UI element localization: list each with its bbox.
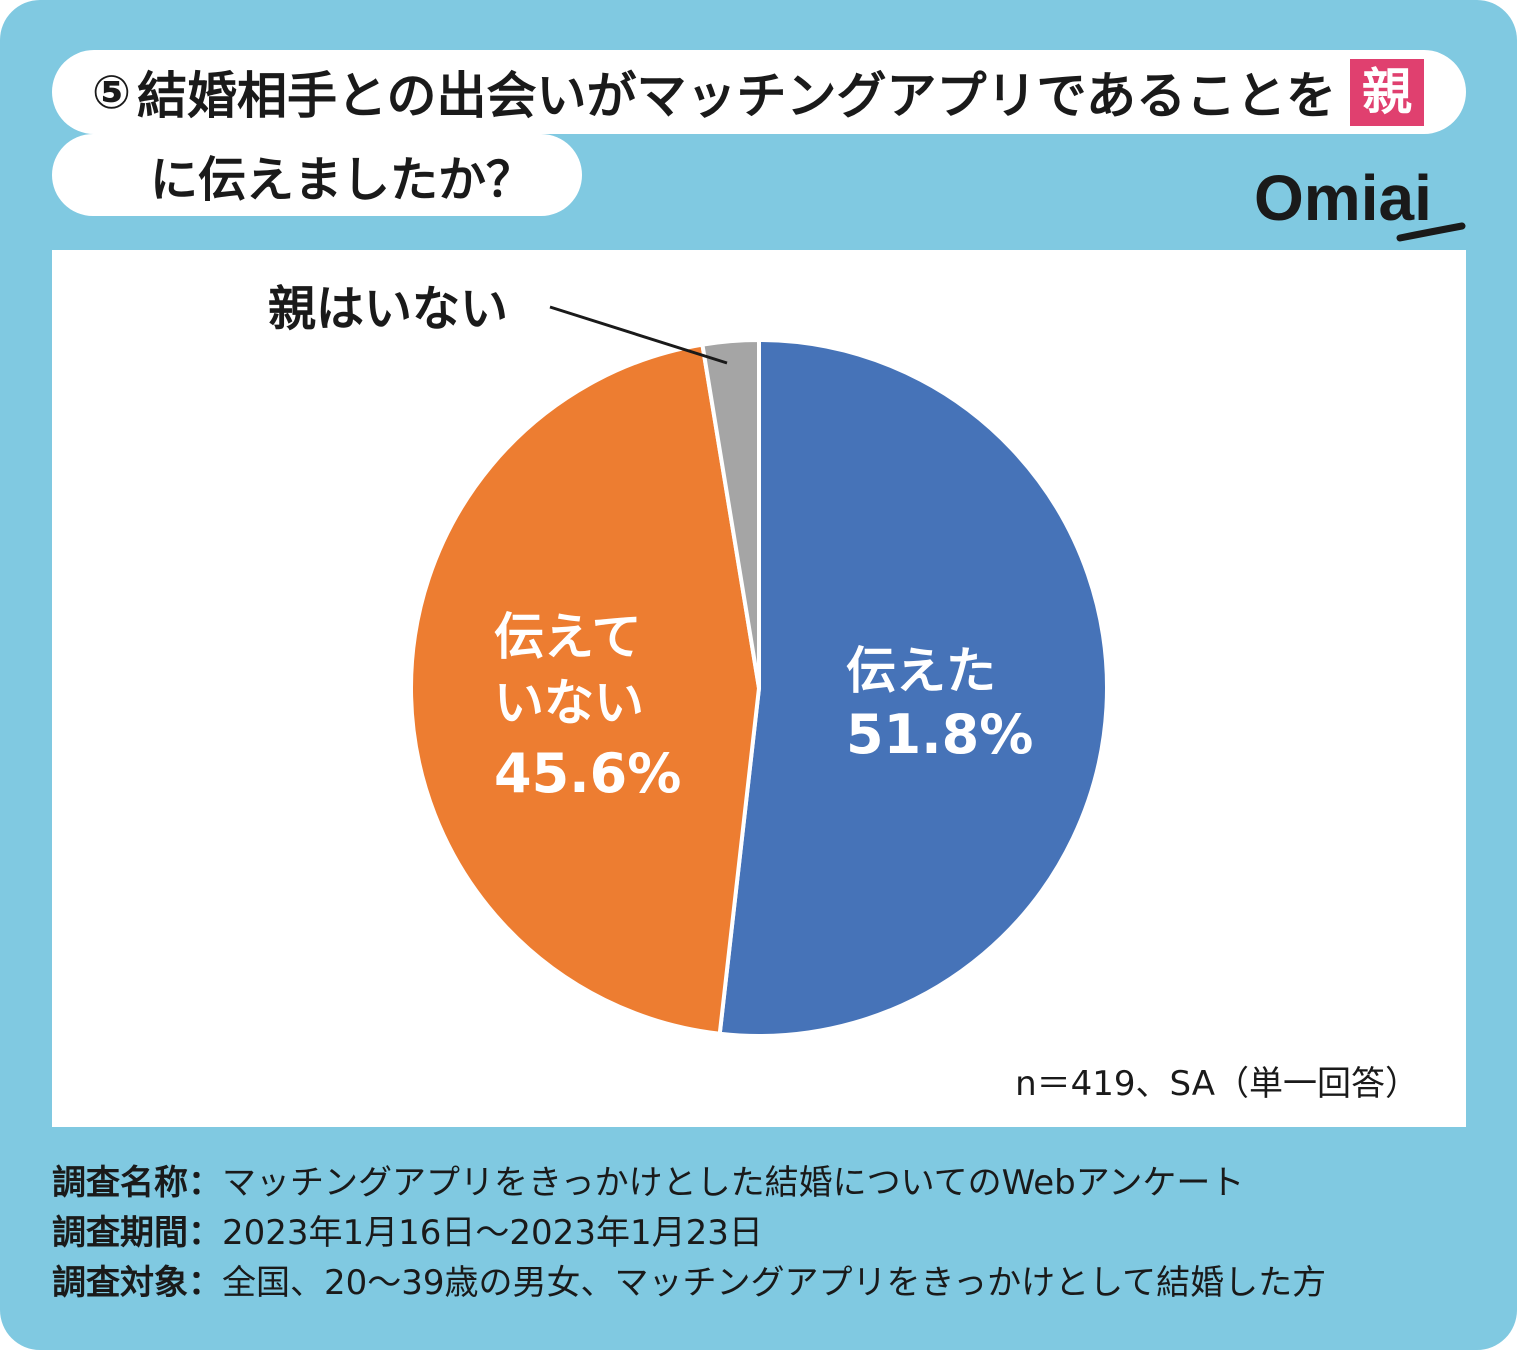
slice-label-no-parents: 親はいない xyxy=(268,281,508,337)
survey-name-label: 調査名称： xyxy=(52,1163,222,1203)
slice-label-not-told-line2: いない xyxy=(494,674,644,732)
survey-period-value: 2023年1月16日～2023年1月23日 xyxy=(222,1213,763,1253)
slice-value-told: 51.8% xyxy=(846,703,1033,766)
pie-slice-no-parents xyxy=(700,338,761,690)
sample-note: n＝419、SA（単一回答） xyxy=(1015,1064,1419,1104)
title-line-2: に伝えましたか？ xyxy=(52,134,582,216)
survey-name-row: 調査名称：マッチングアプリをきっかけとした結婚についてのWebアンケート xyxy=(52,1158,1472,1208)
pie-slice-told xyxy=(717,338,1109,1038)
pie-slices xyxy=(409,338,1109,1038)
slice-label-told: 伝えた xyxy=(846,642,996,700)
logo-text: Omiai xyxy=(1254,162,1432,234)
chart-panel: 親はいない 伝えた 51.8% 伝えて いない 45.6% n＝419、SA（単… xyxy=(52,250,1466,1127)
title-text-1: 結婚相手との出会いがマッチングアプリであることを xyxy=(136,67,1336,125)
omiai-logo: Omiai xyxy=(1254,162,1466,242)
survey-target-row: 調査対象：全国、20～39歳の男女、マッチングアプリをきっかけとして結婚した方 xyxy=(52,1258,1472,1308)
title-text-2: に伝えましたか？ xyxy=(150,152,535,208)
title-highlight: 親 xyxy=(1349,58,1424,126)
logo-underline xyxy=(1396,222,1466,242)
question-number: ⑤ xyxy=(92,65,131,119)
survey-period-label: 調査期間： xyxy=(52,1213,222,1253)
slice-value-not-told: 45.6% xyxy=(494,742,681,805)
leader-line-no-parents xyxy=(549,305,728,365)
slice-label-not-told-line1: 伝えて xyxy=(494,608,642,666)
pie-slice-not-told xyxy=(409,342,761,1036)
title-line-1: ⑤ 結婚相手との出会いがマッチングアプリであることを 親 xyxy=(52,50,1466,134)
survey-period-row: 調査期間：2023年1月16日～2023年1月23日 xyxy=(52,1208,1472,1258)
survey-target-value: 全国、20～39歳の男女、マッチングアプリをきっかけとして結婚した方 xyxy=(222,1263,1327,1303)
pie-chart: 親はいない 伝えた 51.8% 伝えて いない 45.6% n＝419、SA（単… xyxy=(268,281,1419,1104)
survey-target-label: 調査対象： xyxy=(52,1263,222,1303)
survey-name-value: マッチングアプリをきっかけとした結婚についてのWebアンケート xyxy=(222,1163,1245,1203)
survey-info: 調査名称：マッチングアプリをきっかけとした結婚についてのWebアンケート 調査期… xyxy=(52,1158,1472,1308)
